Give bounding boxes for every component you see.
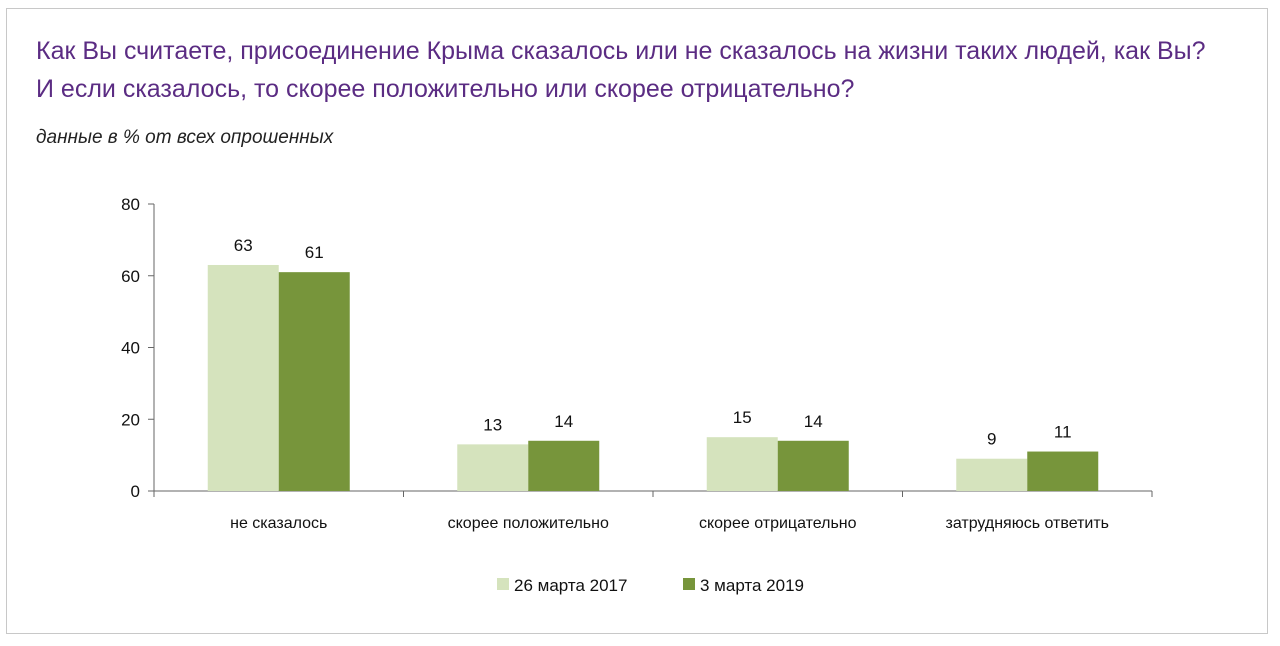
bar [528,440,600,491]
y-tick-label: 0 [131,482,140,501]
data-label: 14 [554,412,573,431]
bar [1027,451,1099,491]
y-tick-label: 80 [121,195,140,214]
category-label: не сказалось [230,515,327,532]
bar [777,440,849,491]
y-tick-label: 20 [121,410,140,429]
data-label: 61 [305,243,324,262]
legend-swatch [497,578,509,590]
title-line-1: Как Вы считаете, присоединение Крыма ска… [36,37,1206,65]
bar [706,437,778,491]
bar [457,444,529,491]
data-label: 15 [733,408,752,427]
category-label: скорее положительно [448,515,609,532]
data-label: 11 [1054,423,1072,442]
data-label: 13 [483,415,502,434]
title-line-2: И если сказалось, то скорее положительно… [36,75,855,103]
y-tick-label: 40 [121,339,140,358]
bar [207,264,279,491]
data-label: 9 [987,430,996,449]
bar [278,272,350,491]
bar [956,458,1028,491]
chart-title: Как Вы считаете, присоединение Крыма ска… [36,32,1206,108]
legend-label: 26 марта 2017 [514,576,627,595]
legend-swatch [683,578,695,590]
data-label: 14 [804,412,823,431]
category-label: скорее отрицательно [699,515,857,532]
category-label: затрудняюсь ответить [945,515,1109,532]
legend-label: 3 марта 2019 [700,576,804,595]
data-label: 63 [234,236,253,255]
y-tick-label: 60 [121,267,140,286]
chart-subtitle: данные в % от всех опрошенных [36,127,334,148]
